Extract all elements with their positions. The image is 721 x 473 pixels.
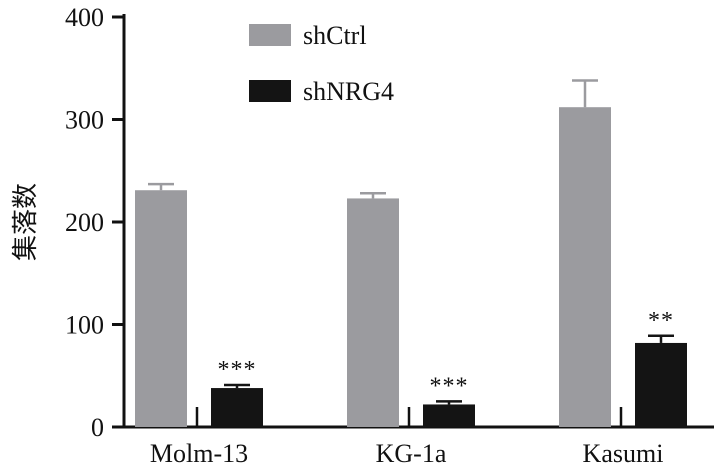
y-tick-label: 0 (91, 413, 104, 442)
bar (135, 190, 187, 427)
significance-labels: ******** (218, 308, 674, 400)
bar (211, 388, 263, 427)
bar (423, 404, 475, 427)
y-axis-label: 集落数 (11, 183, 41, 261)
significance-label: ** (648, 308, 674, 334)
legend-swatch (249, 80, 291, 102)
y-tick-label: 100 (65, 311, 104, 340)
category-label: Kasumi (583, 439, 664, 468)
bar (347, 198, 399, 427)
legend-swatch (249, 24, 291, 46)
category-labels: Molm-13 KG-1a Kasumi (150, 439, 664, 468)
category-label: Molm-13 (150, 439, 248, 468)
bars (135, 107, 687, 427)
axes (122, 14, 714, 429)
y-tick-label: 400 (65, 3, 104, 32)
y-ticks: 0 100 200 300 400 (65, 3, 124, 442)
legend-label: shCtrl (303, 21, 367, 50)
category-label: KG-1a (376, 439, 447, 468)
error-bars (148, 79, 674, 427)
bar (635, 342, 687, 427)
legend-label: shNRG4 (303, 77, 394, 106)
legend: shCtrl shNRG4 (249, 21, 394, 106)
bar (559, 107, 611, 427)
significance-label: *** (430, 373, 469, 399)
significance-label: *** (218, 357, 257, 383)
y-tick-label: 300 (65, 106, 104, 135)
y-tick-label: 200 (65, 208, 104, 237)
